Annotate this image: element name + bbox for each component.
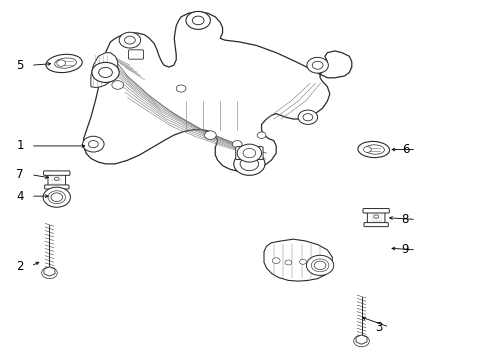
Ellipse shape <box>46 54 82 73</box>
Circle shape <box>99 67 112 77</box>
FancyBboxPatch shape <box>362 208 388 213</box>
Circle shape <box>176 85 185 92</box>
Circle shape <box>119 32 141 48</box>
Circle shape <box>257 132 265 138</box>
Circle shape <box>192 16 203 25</box>
Ellipse shape <box>357 141 389 158</box>
FancyBboxPatch shape <box>366 210 384 225</box>
Circle shape <box>51 193 62 202</box>
Polygon shape <box>355 335 366 344</box>
Circle shape <box>314 261 325 270</box>
Circle shape <box>124 36 135 44</box>
Circle shape <box>41 267 57 279</box>
Circle shape <box>306 255 333 275</box>
Circle shape <box>92 62 119 82</box>
Text: 1: 1 <box>17 139 24 152</box>
Circle shape <box>237 144 261 162</box>
FancyBboxPatch shape <box>363 222 387 226</box>
Circle shape <box>285 260 291 265</box>
FancyBboxPatch shape <box>43 171 70 175</box>
Text: 9: 9 <box>401 243 408 256</box>
Circle shape <box>232 140 242 148</box>
Circle shape <box>303 114 312 121</box>
Circle shape <box>240 157 258 171</box>
Text: 8: 8 <box>401 213 408 226</box>
Circle shape <box>373 215 378 218</box>
FancyBboxPatch shape <box>44 185 69 189</box>
Circle shape <box>298 110 317 125</box>
Circle shape <box>363 147 370 152</box>
Polygon shape <box>44 267 55 276</box>
Polygon shape <box>264 239 331 281</box>
Circle shape <box>299 259 306 264</box>
Circle shape <box>88 140 98 148</box>
Circle shape <box>233 152 264 175</box>
Text: 4: 4 <box>17 190 24 203</box>
Circle shape <box>272 258 280 264</box>
Text: 7: 7 <box>17 168 24 181</box>
Circle shape <box>204 131 216 139</box>
Circle shape <box>306 57 328 73</box>
Circle shape <box>54 177 59 181</box>
Circle shape <box>57 60 65 66</box>
Circle shape <box>185 12 210 30</box>
Text: 2: 2 <box>17 260 24 273</box>
Circle shape <box>112 81 123 89</box>
Polygon shape <box>83 12 351 171</box>
FancyBboxPatch shape <box>128 50 143 59</box>
Polygon shape <box>91 53 118 87</box>
Text: 3: 3 <box>374 320 382 333</box>
Circle shape <box>43 187 70 207</box>
FancyBboxPatch shape <box>48 172 65 188</box>
Text: 5: 5 <box>17 59 24 72</box>
Circle shape <box>82 136 104 152</box>
Circle shape <box>353 335 368 347</box>
Circle shape <box>312 61 323 69</box>
Circle shape <box>243 148 255 158</box>
FancyBboxPatch shape <box>235 147 263 159</box>
Text: 6: 6 <box>401 143 408 156</box>
